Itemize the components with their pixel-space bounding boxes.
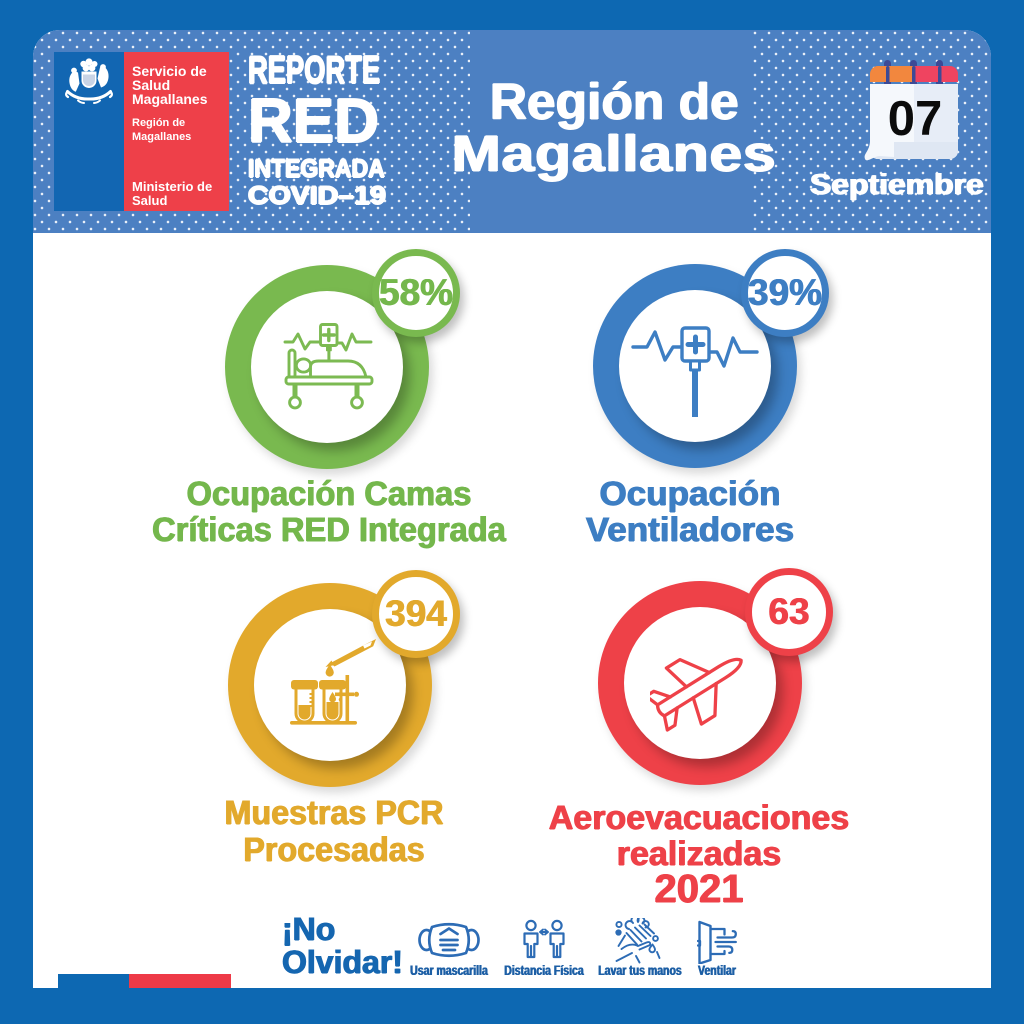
svg-text:07: 07 <box>888 92 943 146</box>
